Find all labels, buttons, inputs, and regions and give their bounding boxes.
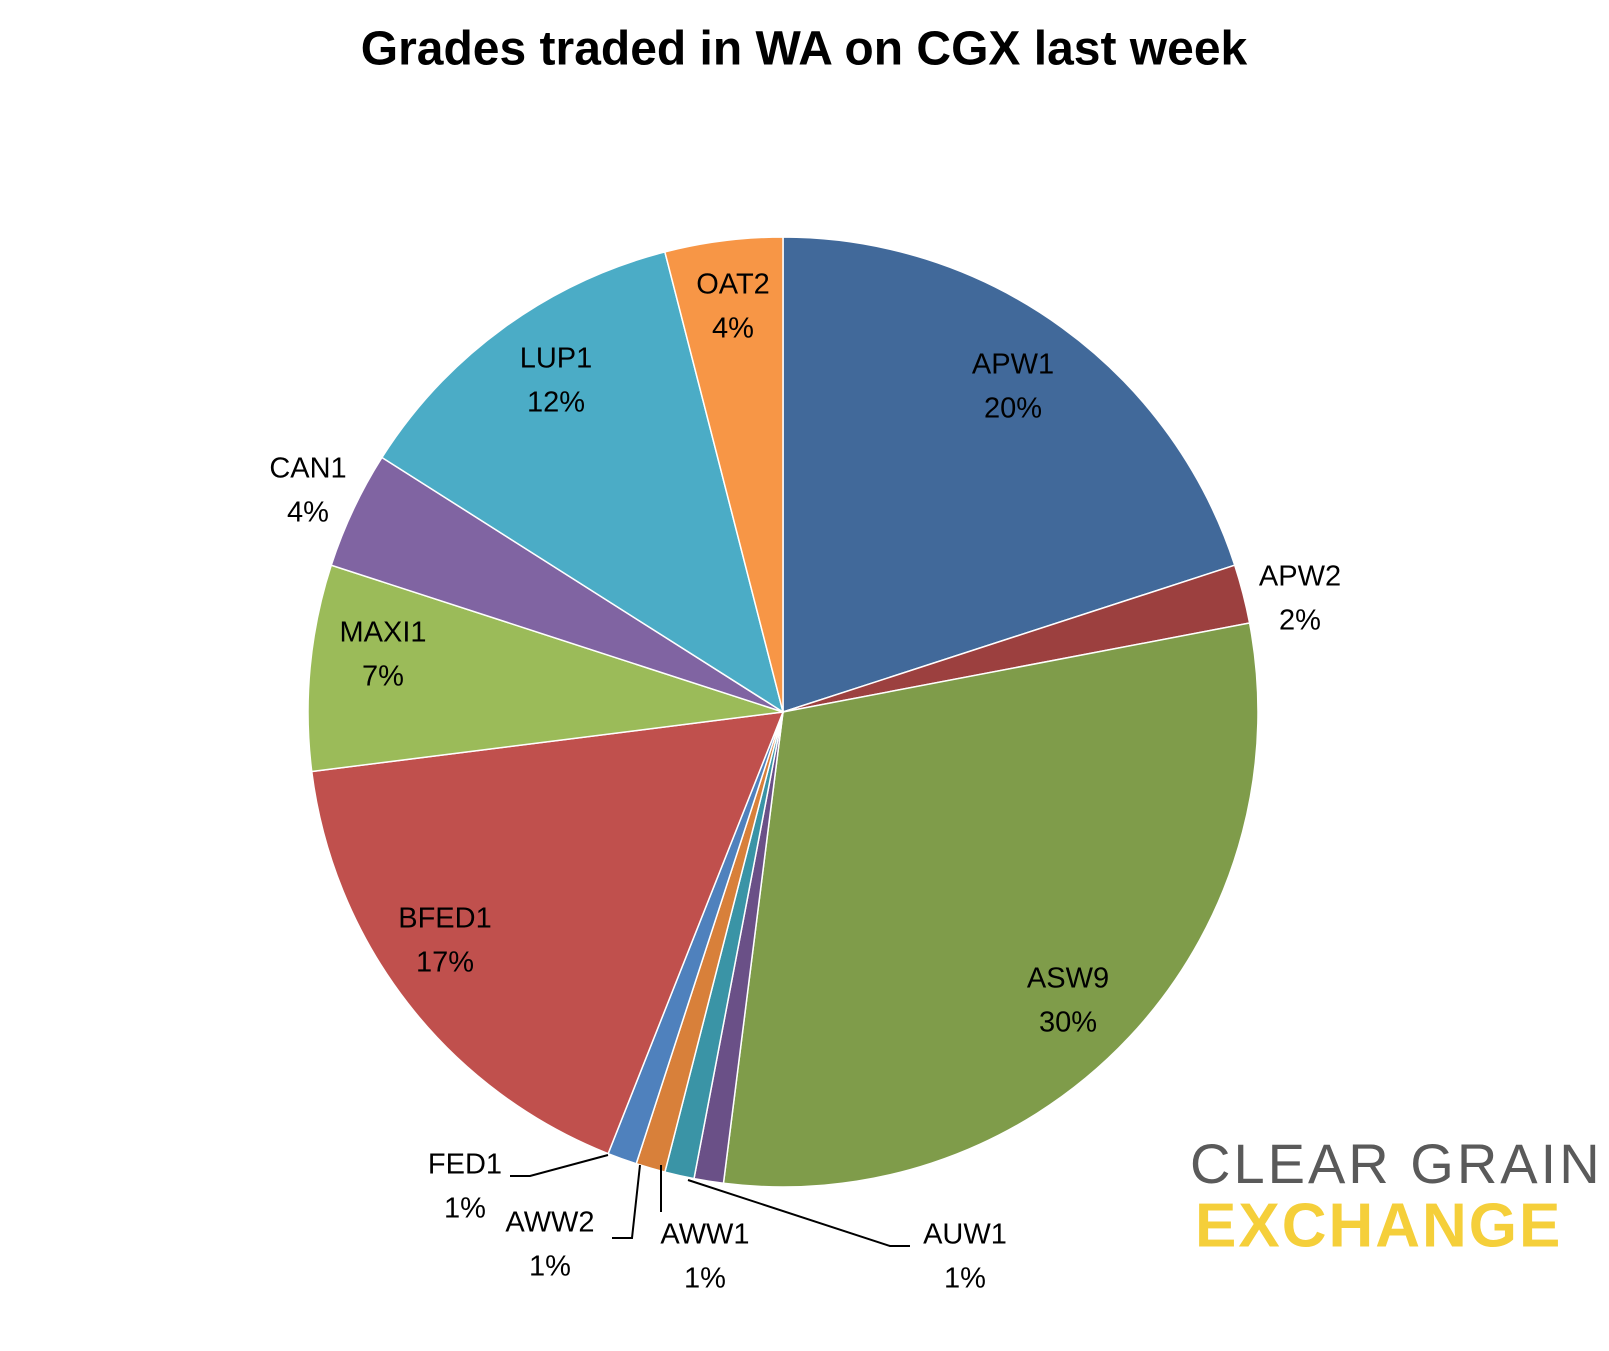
slice-label: AUW1 — [923, 1219, 1007, 1251]
leader-line — [687, 1179, 910, 1247]
slice-label: CAN1 — [269, 453, 346, 485]
slice-label: AWW2 — [505, 1207, 594, 1239]
slice-value-label: 1% — [944, 1263, 986, 1295]
slice-label: FED1 — [428, 1149, 502, 1181]
slice-value-label: 4% — [287, 497, 329, 529]
slice-value-label: 2% — [1279, 605, 1321, 637]
pie-slice — [380, 251, 785, 714]
pie-slice — [722, 622, 1259, 1188]
pie — [307, 236, 1259, 1188]
labels: APW1 20% APW2 2% ASW9 30% AUW1 1% AWW1 1% AWW2 1% FE… — [269, 269, 1341, 1295]
pie-slice — [307, 564, 784, 773]
leader-line — [612, 1164, 641, 1239]
slice-label: ASW9 — [1027, 963, 1109, 995]
logo-line2: EXCHANGE — [1195, 1191, 1562, 1260]
slice-value-label: 1% — [684, 1263, 726, 1295]
slice-value-label: 12% — [527, 387, 585, 419]
slice-value-label: 1% — [529, 1251, 571, 1283]
slice-label: APW2 — [1259, 561, 1341, 593]
slice-label: MAXI1 — [339, 617, 426, 649]
pie-slice — [310, 711, 785, 1155]
slice-value-label: 30% — [1039, 1007, 1097, 1039]
leader-line — [510, 1154, 609, 1177]
pie-slice — [663, 236, 784, 713]
slice-value-label: 1% — [444, 1193, 486, 1225]
slice-label: AWW1 — [660, 1219, 749, 1251]
slice-value-label: 20% — [984, 393, 1042, 425]
slice-label: BFED1 — [398, 903, 491, 935]
slice-label: APW1 — [972, 349, 1054, 381]
chart-title: Grades traded in WA on CGX last week — [361, 23, 1248, 76]
slice-value-label: 17% — [416, 947, 474, 979]
slice-value-label: 7% — [362, 661, 404, 693]
slice-value-label: 4% — [712, 313, 754, 345]
slice-label: OAT2 — [696, 269, 770, 301]
logo-line1: CLEAR GRAIN — [1190, 1132, 1603, 1195]
pie-slice — [782, 236, 1236, 714]
slice-label: LUP1 — [520, 343, 593, 375]
